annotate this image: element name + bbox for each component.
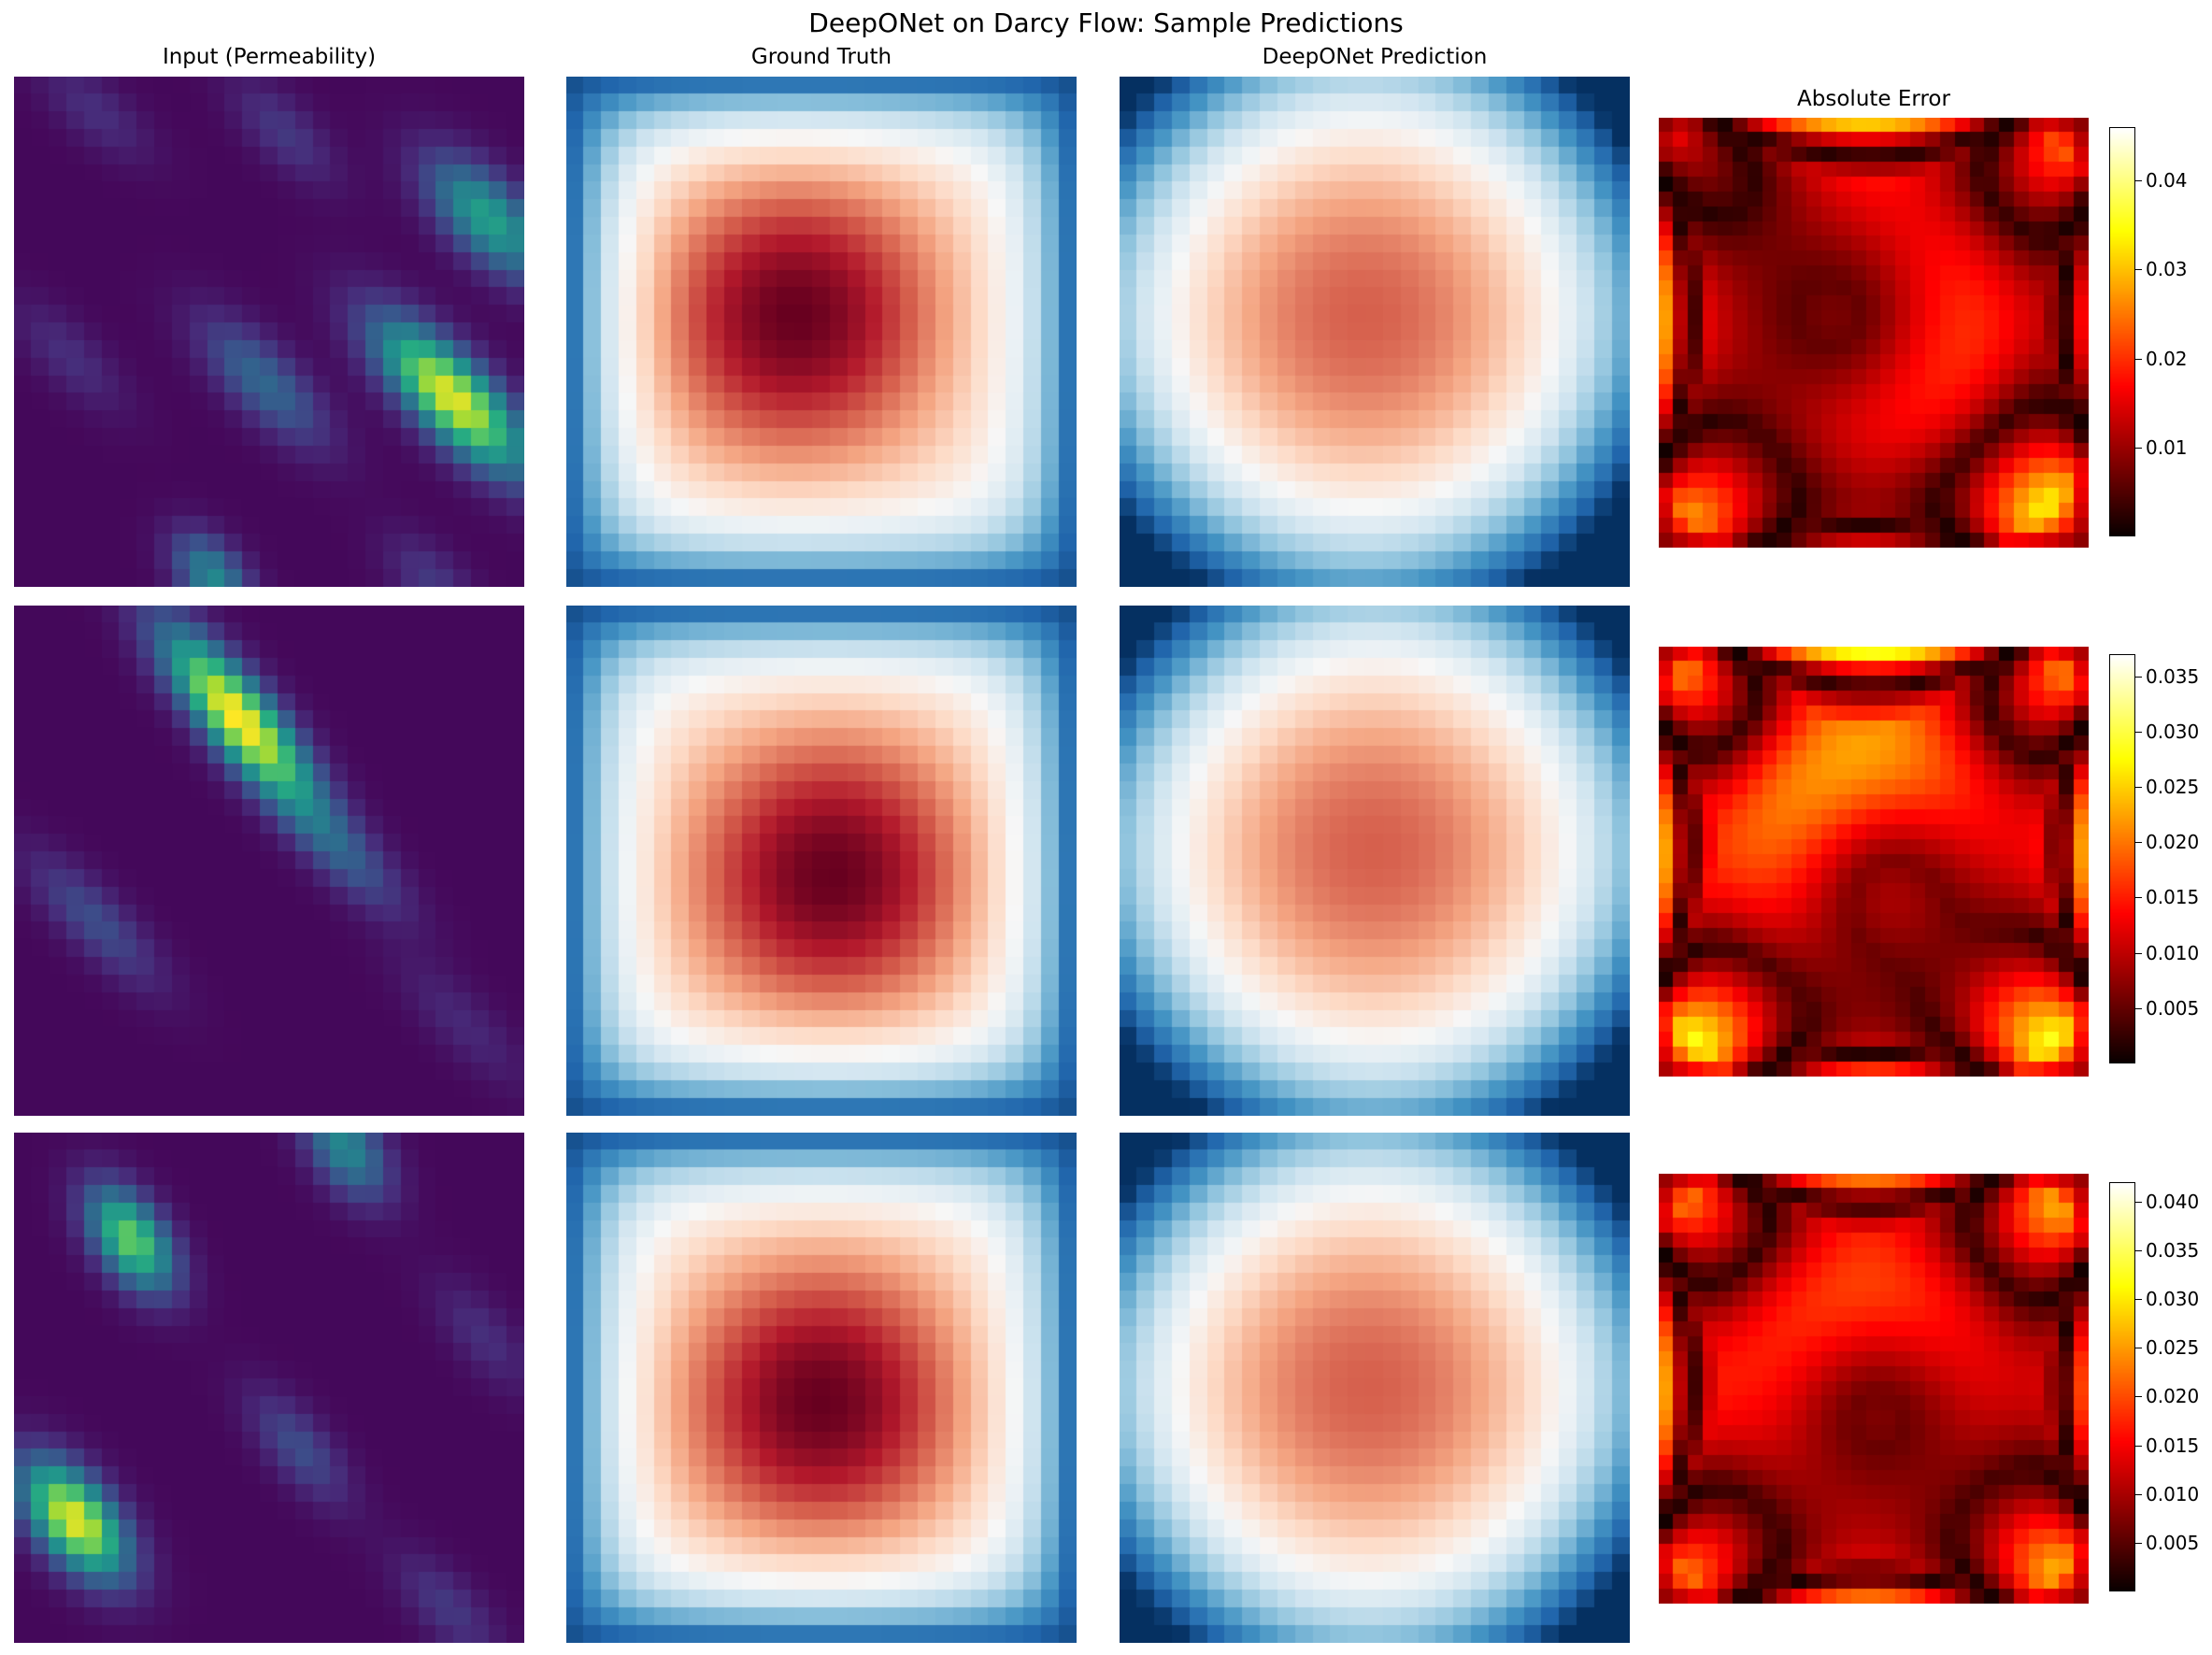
input-heatmap-row-2 [14, 606, 524, 1116]
colorbar-tick-mark [2135, 1201, 2142, 1203]
colorbar-tick-mark [2135, 1493, 2142, 1495]
colorbar-tick-label: 0.010 [2146, 1482, 2200, 1505]
colorbar-tick-label: 0.035 [2146, 1239, 2200, 1262]
colorbar-tick-label: 0.020 [2146, 1385, 2200, 1408]
colorbar-tick-mark [2135, 676, 2142, 678]
colorbar-tick-mark [2135, 1007, 2142, 1009]
colorbar-tick-mark [2135, 952, 2142, 954]
error-colorbar-row-2 [2109, 654, 2135, 1063]
colorbar-tick-label: 0.025 [2146, 1336, 2200, 1360]
ground-truth-heatmap-row-3 [566, 1133, 1077, 1643]
colorbar-tick-label: 0.03 [2146, 258, 2188, 281]
colorbar-tick-label: 0.030 [2146, 1288, 2200, 1311]
colorbar-tick-mark [2135, 447, 2142, 449]
input-heatmap-row-3 [14, 1133, 524, 1643]
prediction-heatmap-row-3 [1120, 1133, 1630, 1643]
colorbar-tick-label: 0.040 [2146, 1190, 2200, 1213]
colorbar-tick-label: 0.005 [2146, 996, 2200, 1020]
colorbar-tick-label: 0.010 [2146, 941, 2200, 964]
colorbar-tick-mark [2135, 1542, 2142, 1544]
colorbar-tick-label: 0.04 [2146, 169, 2188, 193]
colorbar-tick-label: 0.015 [2146, 1434, 2200, 1457]
prediction-heatmap-row-2 [1120, 606, 1630, 1116]
error-colorbar-row-1 [2109, 127, 2135, 536]
ground-truth-heatmap-row-1 [566, 77, 1077, 587]
error-heatmap-row-3 [1659, 1174, 2089, 1604]
colorbar-tick-label: 0.02 [2146, 347, 2188, 370]
column-title-prediction: DeepONet Prediction [1262, 45, 1488, 69]
colorbar-tick-mark [2135, 269, 2142, 271]
colorbar-tick-mark [2135, 731, 2142, 733]
colorbar-tick-mark [2135, 1250, 2142, 1251]
error-heatmap-row-2 [1659, 647, 2089, 1077]
error-colorbar-row-3 [2109, 1182, 2135, 1591]
colorbar-tick-mark [2135, 1396, 2142, 1398]
colorbar-tick-label: 0.015 [2146, 886, 2200, 909]
colorbar-tick-mark [2135, 787, 2142, 789]
ground-truth-heatmap-row-2 [566, 606, 1077, 1116]
colorbar-tick-label: 0.005 [2146, 1531, 2200, 1554]
colorbar-tick-label: 0.025 [2146, 776, 2200, 799]
colorbar-tick-mark [2135, 842, 2142, 844]
column-title-ground-truth: Ground Truth [750, 45, 892, 69]
column-title-error: Absolute Error [1797, 87, 1950, 111]
figure-title: DeepONet on Darcy Flow: Sample Predictio… [808, 7, 1404, 38]
input-heatmap-row-1 [14, 77, 524, 587]
colorbar-tick-mark [2135, 1445, 2142, 1447]
colorbar-tick-label: 0.030 [2146, 720, 2200, 743]
colorbar-tick-mark [2135, 1299, 2142, 1301]
colorbar-tick-mark [2135, 897, 2142, 899]
column-title-input: Input (Permeability) [162, 45, 377, 69]
colorbar-tick-mark [2135, 358, 2142, 360]
colorbar-tick-label: 0.01 [2146, 435, 2188, 459]
prediction-heatmap-row-1 [1120, 77, 1630, 587]
error-heatmap-row-1 [1659, 118, 2089, 548]
colorbar-tick-mark [2135, 180, 2142, 182]
colorbar-tick-label: 0.035 [2146, 664, 2200, 688]
colorbar-tick-label: 0.020 [2146, 831, 2200, 854]
